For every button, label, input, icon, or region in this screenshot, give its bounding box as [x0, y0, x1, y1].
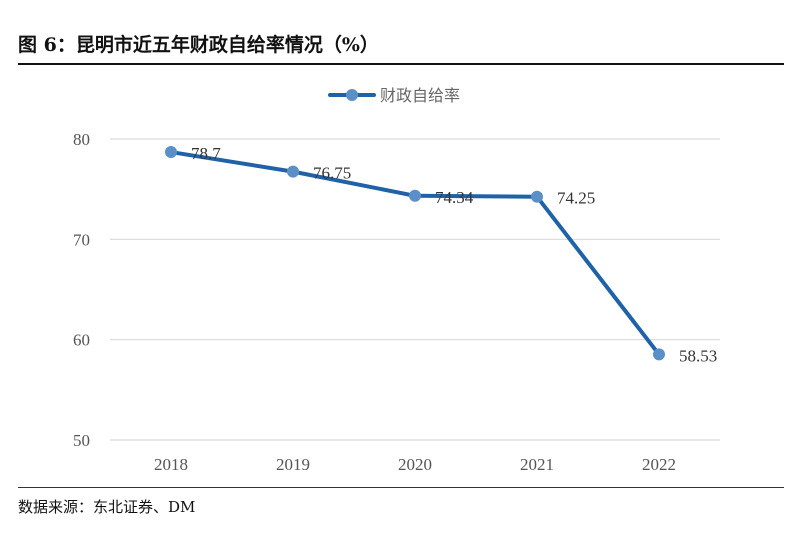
y-tick-label: 70 [73, 230, 90, 249]
x-axis-ticks: 2018 2019 2020 2021 2022 [154, 455, 676, 474]
source-note: 数据来源：东北证券、DM [18, 498, 196, 516]
data-point [165, 146, 177, 159]
data-label: 74.34 [435, 188, 474, 207]
series-line [169, 150, 661, 357]
y-tick-label: 60 [73, 331, 90, 350]
y-tick-label: 80 [73, 130, 90, 149]
data-point [653, 348, 665, 361]
data-point [287, 165, 299, 178]
grid-lines [110, 138, 720, 441]
legend-label: 财政自给率 [380, 86, 460, 105]
x-tick-label: 2019 [276, 455, 310, 474]
data-label: 58.53 [679, 346, 717, 365]
source-rule [18, 487, 784, 488]
data-label: 76.75 [313, 164, 351, 183]
figure-title: 图 6：昆明市近五年财政自给率情况（%） [18, 34, 379, 56]
y-axis-ticks: 50 60 70 80 [73, 130, 90, 450]
data-label: 74.25 [557, 189, 595, 208]
data-label: 78.7 [191, 144, 221, 163]
title-rule [18, 63, 784, 65]
series-layer: 78.7 76.75 74.34 74.25 58.53 [165, 144, 717, 365]
x-tick-label: 2021 [520, 455, 554, 474]
x-tick-label: 2020 [398, 455, 432, 474]
x-tick-label: 2022 [642, 455, 676, 474]
legend: 财政自给率 [328, 86, 460, 105]
x-tick-label: 2018 [154, 455, 188, 474]
y-tick-label: 50 [73, 431, 90, 450]
data-point [409, 189, 421, 202]
legend-marker [346, 89, 358, 101]
data-point [531, 190, 543, 203]
